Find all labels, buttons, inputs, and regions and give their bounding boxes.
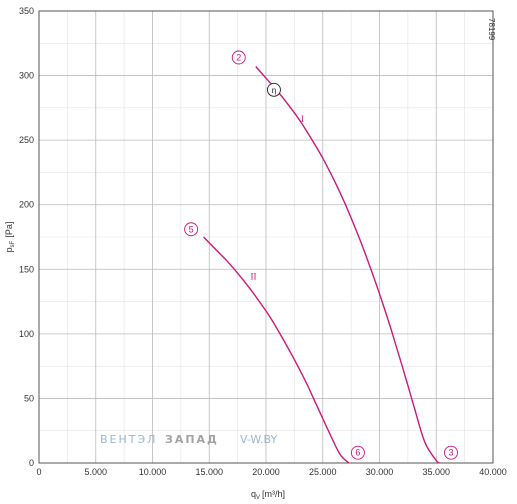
y-tick-label: 50 (24, 393, 34, 403)
curve-label: I (301, 114, 304, 124)
x-tick-label: 20.000 (252, 467, 280, 477)
y-tick-label: 250 (19, 135, 34, 145)
plot-frame (38, 10, 494, 464)
x-tick-label: 25.000 (309, 467, 337, 477)
point-marker-label: 6 (355, 448, 360, 458)
x-tick-label: 10.000 (139, 467, 167, 477)
series-line-ii (203, 236, 350, 464)
curve-label: II (251, 272, 257, 282)
x-tick-label: 0 (36, 467, 41, 477)
y-axis-subscript: sF (10, 240, 16, 247)
x-tick-label: 30.000 (366, 467, 394, 477)
x-axis-label: qV [m³/h] (251, 489, 285, 501)
watermark-brand-gray: ЗАПАД (165, 433, 219, 446)
y-tick-label: 150 (19, 264, 34, 274)
x-axis-unit: [m³/h] (262, 489, 285, 499)
point-marker-label: 2 (236, 52, 241, 62)
optimum-marker-label: η (272, 86, 276, 95)
watermark: ВЕНТЭЛ ЗАПАД V-W.BY (100, 433, 277, 446)
x-axis-symbol: q (251, 489, 256, 499)
point-marker-label: 3 (448, 448, 453, 458)
point-marker-circle (231, 50, 246, 65)
y-tick-label: 300 (19, 71, 34, 81)
x-tick-label: 35.000 (422, 467, 450, 477)
y-tick-label: 0 (29, 458, 34, 468)
point-marker-circle (184, 222, 199, 237)
y-tick-label: 200 (19, 200, 34, 210)
series-layer (203, 66, 441, 464)
x-tick-labels: 0 5.000 10.000 15.000 20.000 25.000 30.000 35.0… (36, 467, 506, 477)
optimum-marker-circle (266, 82, 281, 97)
y-axis-label: psF [Pa] (4, 222, 16, 253)
y-tick-label: 350 (19, 6, 34, 16)
x-axis-subscript: V (256, 495, 260, 501)
y-axis-unit: [Pa] (4, 222, 14, 238)
series-line-i (255, 66, 441, 464)
y-axis-symbol: p (4, 247, 14, 252)
point-marker-label: 5 (189, 224, 194, 234)
point-marker-circle (350, 445, 365, 460)
y-tick-labels: 0 50 100 150 200 250 300 350 (19, 6, 34, 468)
figure-code: 78199 (487, 18, 496, 41)
x-tick-label: 5.000 (84, 467, 107, 477)
point-marker-circle (444, 445, 458, 460)
x-tick-label: 15.000 (195, 467, 223, 477)
y-tick-label: 100 (19, 329, 34, 339)
x-tick-label: 40.000 (479, 467, 507, 477)
watermark-url: V-W.BY (240, 433, 277, 446)
watermark-brand-blue: ВЕНТЭЛ (100, 433, 157, 446)
